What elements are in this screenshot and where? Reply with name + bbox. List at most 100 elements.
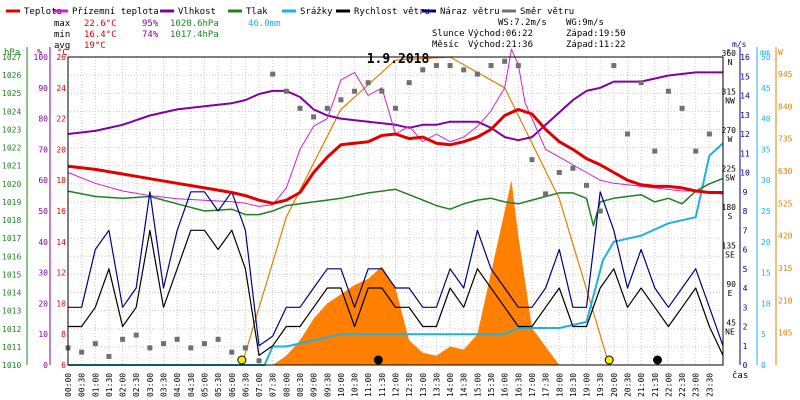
sun-set: Západ:19:50	[566, 29, 626, 39]
series-temperature-line	[67, 107, 723, 205]
wind-direction-point	[79, 349, 85, 355]
wind-direction-point	[120, 336, 126, 342]
plot-frame	[67, 56, 724, 366]
wind-speed-tick-label: 3	[743, 303, 748, 312]
wind-direction-point	[256, 358, 262, 364]
wind-direction-point	[529, 157, 535, 163]
wind-direction-point	[693, 148, 699, 154]
x-tick-label: 19:30	[596, 373, 605, 397]
rain-tick-label: 45	[761, 84, 771, 93]
wind-speed-tick-label: 13	[740, 111, 750, 120]
pressure-tick-label: 1023	[2, 125, 21, 134]
humidity-tick-label: 40	[38, 238, 48, 247]
x-tick-label: 00:00	[64, 373, 73, 397]
stat-max-temp: 22.6°C	[84, 19, 117, 29]
wind-speed-tick-label: 10	[740, 169, 750, 178]
x-tick-label: 09:00	[310, 373, 319, 397]
x-tick-label: 11:30	[378, 373, 387, 397]
pressure-tick-label: 1024	[2, 107, 21, 116]
solar-tick-label: 945	[778, 70, 793, 79]
wind-speed-tick-label: 12	[740, 130, 750, 139]
pressure-tick-label: 1020	[2, 180, 21, 189]
series-solar-radiation-area	[68, 180, 723, 365]
humidity-tick-label: 20	[38, 299, 48, 308]
solar-tick-label: 840	[778, 102, 793, 111]
series-pressure-line	[67, 177, 724, 227]
pressure-tick-label: 1015	[2, 270, 21, 279]
moon-label: Měsíc	[432, 40, 459, 50]
pressure-tick-label: 1011	[2, 343, 21, 352]
x-tick-label: 16:00	[501, 373, 510, 397]
wind-direction-point	[147, 345, 153, 351]
x-tick-label: 12:30	[405, 373, 414, 397]
rain-tick-label: 25	[761, 207, 771, 216]
wind-direction-tick-label: 315	[722, 88, 737, 97]
legend-label: Teplota	[24, 7, 62, 17]
solar-axis-unit: W	[778, 48, 783, 57]
x-tick-label: 23:30	[705, 373, 714, 397]
wind-direction-point	[461, 67, 467, 73]
wind-direction-point	[597, 208, 603, 214]
humidity-tick-label: 10	[38, 330, 48, 339]
x-tick-label: 04:00	[173, 373, 182, 397]
temperature-tick-label: 10	[56, 299, 66, 308]
wind-speed-tick-label: 0	[743, 361, 748, 370]
x-tick-label: 00:30	[78, 373, 87, 397]
solar-tick-label: 735	[778, 135, 793, 144]
wind-direction-tick-label: 135	[722, 242, 737, 251]
x-tick-label: 15:00	[473, 373, 482, 397]
x-tick-label: 10:00	[337, 373, 346, 397]
temperature-tick-label: 26	[56, 53, 66, 62]
wind-speed-axis-unit: m/s	[732, 40, 747, 49]
pressure-tick-label: 1022	[2, 144, 21, 153]
x-tick-label: 03:30	[160, 373, 169, 397]
wind-direction-point	[174, 336, 180, 342]
rain-tick-label: 40	[761, 115, 771, 124]
x-tick-label: 17:30	[542, 373, 551, 397]
humidity-tick-label: 50	[38, 207, 48, 216]
solar-tick-label: 315	[778, 264, 793, 273]
x-tick-label: 21:30	[651, 373, 660, 397]
x-axis-label: čas	[732, 370, 748, 381]
wind-direction-tick-label: 270	[722, 126, 737, 135]
solar-tick-label: 630	[778, 167, 793, 176]
wind-direction-cardinal: NE	[725, 328, 735, 337]
wind-direction-point	[584, 182, 590, 188]
wind-direction-point	[311, 114, 317, 120]
series-wind-gust-line	[68, 191, 724, 347]
rain-tick-label: 10	[761, 299, 771, 308]
x-tick-label: 09:30	[323, 373, 332, 397]
wind-direction-point	[379, 88, 385, 94]
moonrise-marker	[653, 355, 662, 365]
temperature-tick-label: 6	[61, 361, 66, 370]
x-tick-label: 23:00	[692, 373, 701, 397]
pressure-axis-unit: hPa	[4, 48, 20, 58]
rain-tick-label: 35	[761, 145, 771, 154]
sun-label: Slunce	[432, 29, 465, 39]
x-tick-label: 11:00	[364, 373, 373, 397]
stat-max-hum: 95%	[142, 19, 159, 29]
series-layer	[65, 48, 724, 366]
legend-label: Vlhkost	[178, 7, 216, 17]
pressure-tick-label: 1027	[2, 53, 21, 62]
x-tick-label: 14:30	[460, 373, 469, 397]
pressure-tick-label: 1017	[2, 234, 21, 243]
rain-axis-unit: mm	[760, 48, 770, 57]
pressure-tick-label: 1013	[2, 307, 21, 316]
x-tick-label: 02:00	[119, 373, 128, 397]
pressure-tick-label: 1016	[2, 252, 21, 261]
wind-direction-point	[433, 63, 439, 69]
wind-speed-tick-label: 9	[743, 188, 748, 197]
rain-tick-label: 5	[761, 330, 766, 339]
wind-direction-point	[679, 105, 685, 111]
humidity-axis-unit: %	[37, 48, 43, 58]
humidity-tick-label: 70	[38, 145, 48, 154]
x-tick-label: 20:30	[623, 373, 632, 397]
wind-direction-point	[556, 170, 562, 175]
x-tick-label: 08:30	[296, 373, 305, 397]
wind-direction-cardinal: S	[728, 212, 733, 221]
wind-direction-point	[283, 88, 289, 94]
wind-direction-point	[665, 88, 671, 94]
solar-tick-label: 420	[778, 232, 793, 241]
